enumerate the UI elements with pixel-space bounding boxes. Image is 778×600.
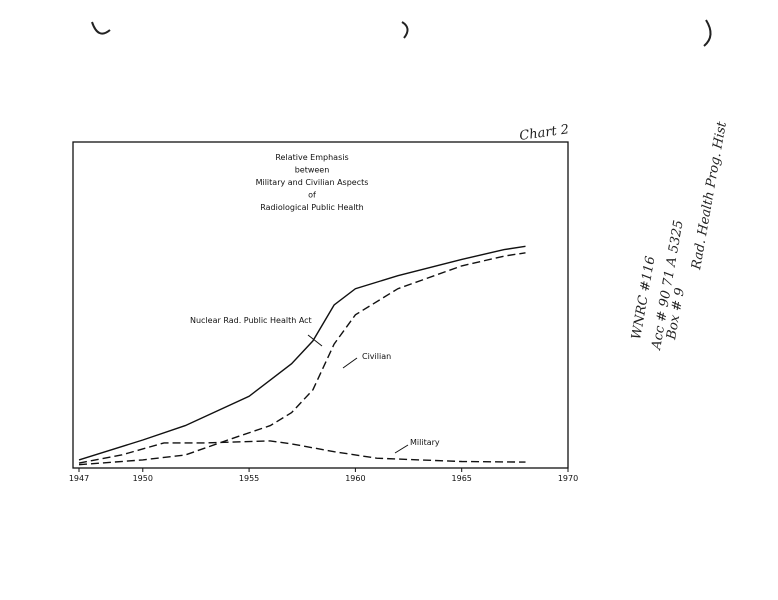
margin-note: Chart 2 xyxy=(518,122,570,144)
chart-title: Radiological Public Health xyxy=(260,203,363,212)
label-arrow xyxy=(307,334,323,347)
series-line xyxy=(78,252,526,466)
margin-note: Rad. Health Prog. Hist xyxy=(689,120,730,272)
x-tick-label: 1955 xyxy=(239,474,259,483)
series-label: Military xyxy=(410,438,440,447)
scan-mark xyxy=(91,21,111,35)
x-tick-label: 1947 xyxy=(69,474,89,483)
chart-title: of xyxy=(308,191,316,200)
x-tick-label: 1970 xyxy=(558,474,578,483)
scan-mark xyxy=(401,21,409,39)
series-line xyxy=(78,440,526,464)
series-label: Civilian xyxy=(362,352,391,361)
label-arrow xyxy=(394,444,409,454)
chart-title: Military and Civilian Aspects xyxy=(256,178,369,187)
x-tick-label: 1965 xyxy=(452,474,472,483)
series-line xyxy=(78,245,526,461)
series-label: Nuclear Rad. Public Health Act xyxy=(190,316,312,325)
chart-title: Relative Emphasis xyxy=(275,153,348,162)
scan-mark xyxy=(703,19,712,47)
x-tick-label: 1950 xyxy=(133,474,153,483)
x-tick-label: 1960 xyxy=(345,474,365,483)
plot-frame xyxy=(72,141,569,469)
chart-title: between xyxy=(295,166,330,175)
label-arrow xyxy=(342,357,358,369)
